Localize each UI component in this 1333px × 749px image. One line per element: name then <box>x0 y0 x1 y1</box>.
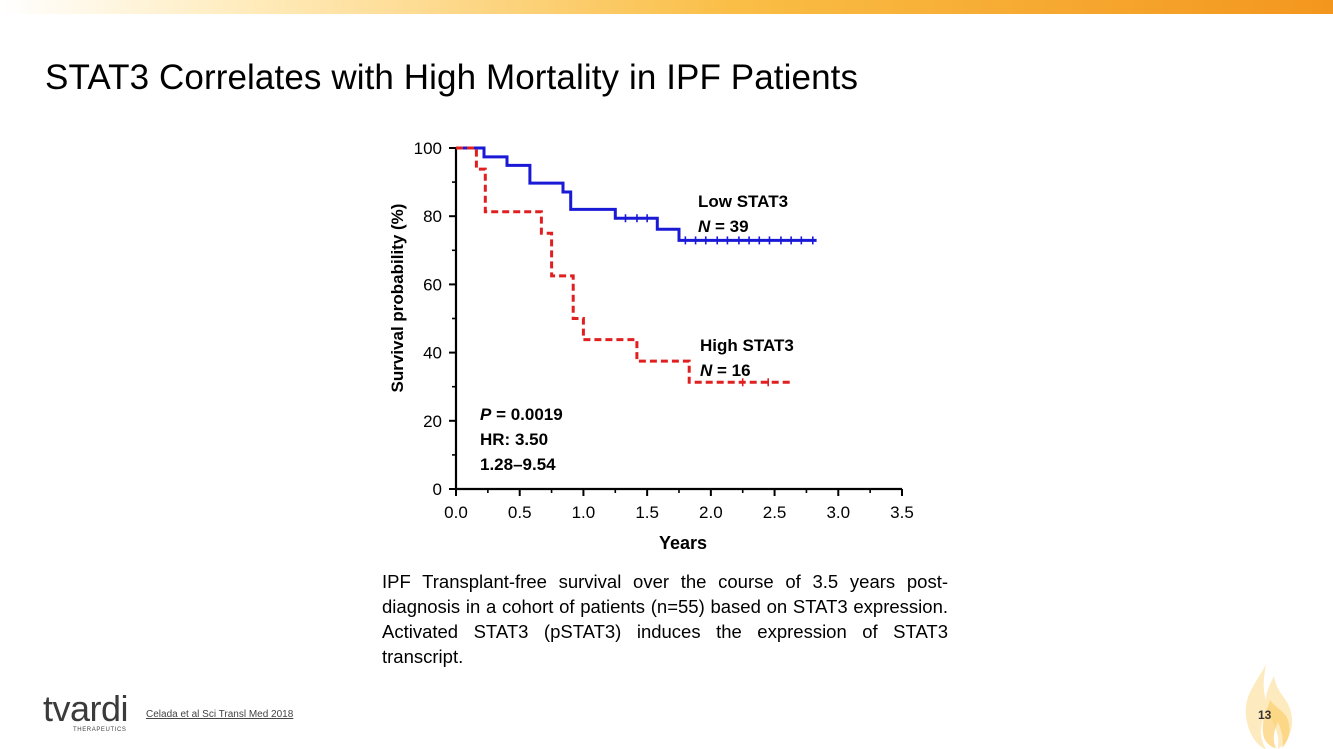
low-n-italic: N <box>698 217 711 236</box>
high-n-italic: N <box>700 361 713 380</box>
y-tick-label-80: 80 <box>423 207 442 226</box>
x-tick-label-1.5: 1.5 <box>635 503 659 522</box>
y-tick-label-40: 40 <box>423 344 442 363</box>
y-tick-label-100: 100 <box>414 139 442 158</box>
y-tick-label-60: 60 <box>423 275 442 294</box>
chart-ticks: 0 20 40 60 80 100 0.0 0.5 1.0 1.5 2.0 2.5 3.0 3.5 <box>414 139 914 522</box>
x-tick-label-1.0: 1.0 <box>572 503 596 522</box>
tvardi-logo: tvardi THERAPEUTICS <box>43 688 143 734</box>
logo-text: tvardi <box>43 688 129 729</box>
x-axis-label: Years <box>659 533 707 553</box>
chart-svg: 0 20 40 60 80 100 0.0 0.5 1.0 1.5 2.0 2.5 3.0 3.5 Sur… <box>388 139 914 553</box>
y-tick-label-20: 20 <box>423 412 442 431</box>
series-line-low-stat3 <box>456 146 817 242</box>
citation-link[interactable]: Celada et al Sci Transl Med 2018 <box>146 709 294 720</box>
hr-annotation: HR: 3.50 <box>480 430 548 449</box>
y-tick-label-0: 0 <box>433 480 442 499</box>
x-tick-label-0.0: 0.0 <box>444 503 468 522</box>
figure-caption: IPF Transplant-free survival over the co… <box>382 571 948 667</box>
y-axis-label: Survival probability (%) <box>388 204 407 393</box>
p-value-annotation: P = 0.0019 <box>480 405 563 424</box>
low-stat3-label: Low STAT3 <box>698 192 788 211</box>
high-stat3-n: N = 16 <box>700 361 751 380</box>
page-number: 13 <box>1258 708 1272 722</box>
chart-series <box>456 146 817 387</box>
p-label: P <box>480 405 492 424</box>
x-tick-label-2.5: 2.5 <box>763 503 787 522</box>
low-n-value: = 39 <box>710 217 748 236</box>
x-tick-label-3.5: 3.5 <box>890 503 914 522</box>
ci-annotation: 1.28–9.54 <box>480 455 556 474</box>
top-accent-bar <box>0 0 1333 14</box>
series-line-high-stat3 <box>456 146 794 384</box>
logo-subtext: THERAPEUTICS <box>73 727 127 733</box>
p-value: = 0.0019 <box>491 405 562 424</box>
x-tick-label-2.0: 2.0 <box>699 503 723 522</box>
low-stat3-n: N = 39 <box>698 217 749 236</box>
high-stat3-label: High STAT3 <box>700 336 794 355</box>
slide-title: STAT3 Correlates with High Mortality in … <box>45 58 859 97</box>
survival-chart: 0 20 40 60 80 100 0.0 0.5 1.0 1.5 2.0 2.5 3.0 3.5 Sur… <box>370 125 950 565</box>
x-tick-label-0.5: 0.5 <box>508 503 532 522</box>
x-tick-label-3.0: 3.0 <box>826 503 850 522</box>
flame-icon <box>1245 664 1293 749</box>
high-n-value: = 16 <box>712 361 750 380</box>
